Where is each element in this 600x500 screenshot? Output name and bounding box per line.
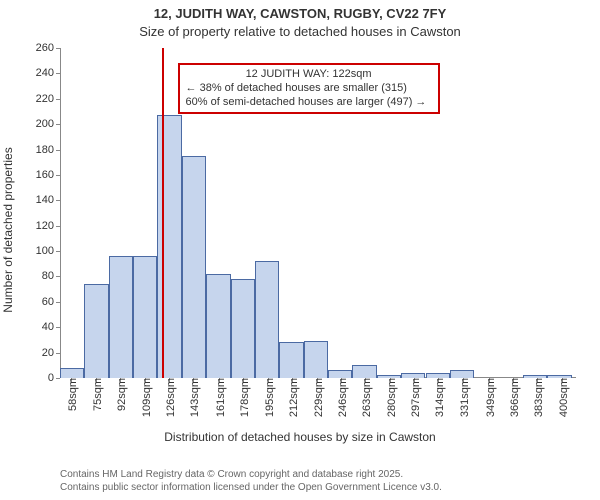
x-tick-label: 331sqm [455,378,471,417]
x-tick-label: 195sqm [260,378,276,417]
x-tick-label: 280sqm [382,378,398,417]
x-tick-label: 143sqm [185,378,201,417]
histogram-bar [352,365,376,378]
y-tick-mark [56,378,60,379]
attribution-line1: Contains HM Land Registry data © Crown c… [60,468,442,481]
histogram-bar [426,373,450,378]
x-tick-label: 246sqm [333,378,349,417]
y-tick-mark [56,124,60,125]
histogram-bar [84,284,108,378]
histogram-bar [255,261,279,378]
y-tick-mark [56,175,60,176]
attribution-line2: Contains public sector information licen… [60,481,442,494]
x-tick-label: 75sqm [88,378,104,411]
callout-line2: ← 38% of detached houses are smaller (31… [186,82,432,96]
y-tick-mark [56,150,60,151]
x-tick-label: 229sqm [309,378,325,417]
x-tick-label: 161sqm [211,378,227,417]
x-tick-label: 297sqm [406,378,422,417]
histogram-bar [377,375,401,378]
callout-line3: 60% of semi-detached houses are larger (… [186,96,432,110]
attribution-text: Contains HM Land Registry data © Crown c… [60,468,442,494]
y-tick-mark [56,251,60,252]
histogram-bar [547,375,571,378]
histogram-bar [328,370,352,378]
y-tick-mark [56,276,60,277]
y-tick-mark [56,226,60,227]
chart-title-line2: Size of property relative to detached ho… [0,24,600,39]
histogram-bar [206,274,230,378]
y-tick-mark [56,302,60,303]
x-tick-label: 349sqm [481,378,497,417]
histogram-bar [450,370,474,378]
x-tick-label: 212sqm [284,378,300,417]
x-tick-label: 109sqm [137,378,153,417]
histogram-bar [401,373,425,378]
histogram-plot: 02040608010012014016018020022024026058sq… [60,48,576,378]
x-tick-label: 314sqm [430,378,446,417]
x-tick-label: 92sqm [112,378,128,411]
x-tick-label: 400sqm [554,378,570,417]
marker-line [162,48,164,378]
x-tick-label: 126sqm [161,378,177,417]
histogram-bar [304,341,328,378]
y-tick-mark [56,48,60,49]
histogram-bar [109,256,133,378]
histogram-bar [523,375,547,378]
y-tick-mark [56,353,60,354]
callout-box: 12 JUDITH WAY: 122sqm← 38% of detached h… [178,63,440,114]
histogram-bar [157,115,181,378]
y-axis-label: Number of detached properties [1,147,15,312]
y-tick-mark [56,99,60,100]
histogram-bar [182,156,206,378]
x-tick-label: 58sqm [63,378,79,411]
histogram-bar [231,279,255,378]
x-tick-label: 178sqm [235,378,251,417]
histogram-bar [60,368,84,378]
histogram-bar [133,256,157,378]
histogram-bar [279,342,303,378]
callout-line1: 12 JUDITH WAY: 122sqm [186,68,432,82]
x-tick-label: 383sqm [529,378,545,417]
x-axis-label: Distribution of detached houses by size … [0,430,600,444]
y-tick-mark [56,73,60,74]
chart-title-line1: 12, JUDITH WAY, CAWSTON, RUGBY, CV22 7FY [0,6,600,21]
y-tick-mark [56,200,60,201]
x-tick-label: 263sqm [357,378,373,417]
x-tick-label: 366sqm [505,378,521,417]
y-tick-mark [56,327,60,328]
